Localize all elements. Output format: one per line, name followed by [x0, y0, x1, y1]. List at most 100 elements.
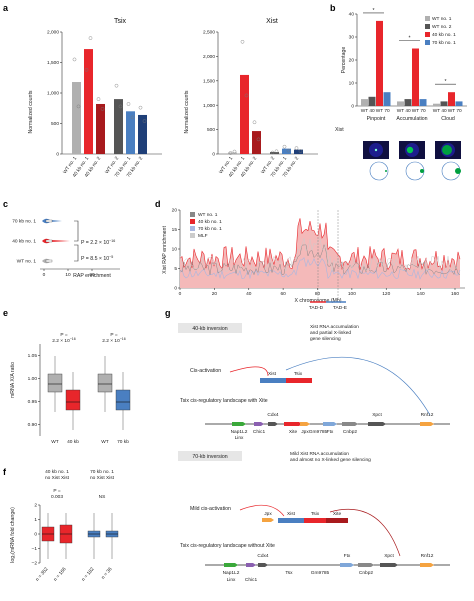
xpct-gene-40-label: Xpct [372, 412, 382, 418]
y-tick-label: 15 [172, 227, 178, 233]
xist-bar-40 [260, 378, 286, 383]
violin-box [45, 259, 53, 263]
data-point [72, 57, 77, 62]
outcome-text-40kb: gene silencing [310, 336, 341, 342]
bar [270, 152, 279, 154]
tad-e-label: TAD-E [333, 305, 347, 311]
data-point [256, 137, 261, 142]
rap-xlabel: RAP enrichment [73, 273, 111, 279]
bracket-2 [74, 244, 79, 262]
jpx-gene-40-label: Jpx [301, 429, 309, 435]
y-tick-label: 500 [51, 121, 59, 127]
xpct-gene-70-label: Xpct [384, 553, 394, 559]
y-tick-label: 0 [56, 152, 59, 158]
y-tick-label: 30 [349, 35, 355, 41]
bar [138, 114, 147, 154]
y-tick-label: 2,500 [203, 30, 215, 36]
linx-label-70: Linx [227, 577, 236, 583]
xist-signal [406, 146, 414, 154]
cnbp2-gene-40 [342, 422, 358, 426]
bar [282, 148, 291, 154]
column-header: no Xist Xist [90, 475, 115, 481]
violin-box [45, 239, 53, 243]
tsix-chart: Tsix Normalized counts 0 500 1,000 1,500 2,0… [28, 18, 162, 179]
y-tick-label: 500 [207, 127, 215, 133]
tsix-label-70: Tsix [311, 511, 320, 517]
x-tick-label: 120 [382, 291, 390, 297]
fold-change-chart: log₂(mRNA fold change) 2 1 0 −1 −2 40 kb no. … [10, 469, 119, 583]
y-tick-label: 1,000 [203, 103, 215, 109]
inversion-70kb-title: 70-kb inversion [192, 454, 227, 460]
x-tick-label: 140 [417, 291, 425, 297]
tsix-bar-40 [286, 378, 312, 383]
cloud-cartoon [420, 169, 424, 173]
data-point [88, 36, 93, 40]
rnf12-gene-40 [420, 422, 434, 426]
box [47, 373, 63, 393]
tsx-label-70: Tsx [285, 570, 293, 576]
category-label: 70 kb [117, 439, 129, 445]
significance-star: * [372, 8, 374, 14]
p2-text: P = 8.5 × 10 [81, 256, 109, 262]
nap1l2-gene-label: Nap1L2 [231, 429, 248, 435]
column-header: no Xist Xist [45, 475, 70, 481]
sub-label: WT [412, 108, 420, 114]
n-label: n = 182 [81, 566, 96, 582]
bar [96, 103, 105, 154]
data-point [96, 97, 101, 101]
gm9785-label-70: Gm9785 [311, 570, 330, 576]
y-tick-label: 2 [34, 503, 37, 509]
p-exponent: −16 [120, 337, 126, 341]
violin-box [45, 219, 53, 223]
p-value-2: P = 8.5 × 10−5 [81, 255, 113, 262]
legend-swatch [425, 40, 430, 45]
legend-label: 70 kb no. 1 [432, 40, 456, 46]
y-tick-label: 0 [174, 286, 177, 292]
sub-label: WT [376, 108, 384, 114]
bar [404, 99, 412, 106]
p-value: 2.2 × 10−16 [102, 337, 125, 344]
cnbp2-gene-70 [358, 563, 374, 567]
x-tick-label: 20 [212, 291, 218, 297]
bar [397, 101, 404, 106]
n-label: n = 352 [35, 566, 50, 582]
kb40-area [180, 218, 460, 288]
sub-label: 40 [405, 108, 411, 114]
data-point [142, 119, 147, 123]
data-point [228, 151, 233, 155]
n-label: n = 166 [53, 566, 68, 582]
bar [84, 49, 93, 154]
box [97, 373, 113, 393]
inversion-70kb-title-box [178, 451, 242, 461]
y-tick-label: 0 [351, 104, 354, 110]
bar [412, 48, 419, 106]
jpx-gene-70 [262, 518, 274, 522]
y-tick-label: 2,000 [47, 30, 59, 36]
sub-label: WT [361, 108, 369, 114]
xist-spread-arrow-40 [285, 356, 431, 416]
bar [419, 99, 427, 106]
y-tick-label: 5 [174, 266, 177, 272]
p1-text: P = 2.2 × 10 [81, 240, 109, 246]
rnf12-gene-70 [420, 563, 434, 567]
tsix-label-40: Tsix [294, 371, 303, 377]
sub-label: 40 [441, 108, 447, 114]
xist-ylabel: Normalized counts [184, 90, 190, 133]
cloud-cartoon [385, 170, 387, 172]
data-point [286, 148, 291, 153]
sub-label: WT [448, 108, 456, 114]
legend-swatch [425, 32, 430, 37]
sub-label: WT [397, 108, 405, 114]
x-tick-label: 20 [89, 272, 95, 278]
legend-label: MLF [198, 233, 208, 239]
legend-label: WT no. 2 [432, 24, 452, 30]
bar [228, 152, 237, 154]
row-label: WT no. 1 [17, 259, 37, 265]
bar [433, 103, 440, 106]
data-point [138, 105, 143, 110]
data-point [282, 144, 287, 149]
tsix-gene-40 [284, 422, 302, 426]
rap-enrichment-chart: Xist RAP enrichment X chromosome (Mb) 0 5… [162, 208, 465, 311]
xpct-gene-40 [368, 422, 386, 426]
